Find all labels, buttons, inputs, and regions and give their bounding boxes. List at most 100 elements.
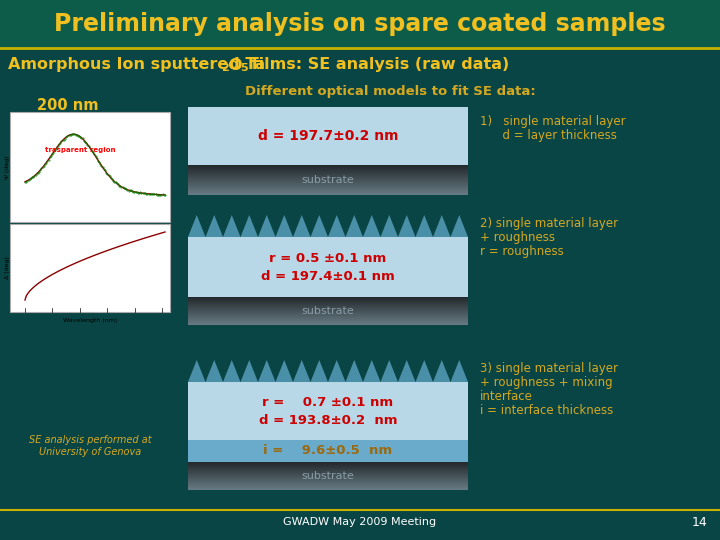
FancyBboxPatch shape bbox=[10, 112, 170, 222]
FancyBboxPatch shape bbox=[188, 175, 468, 176]
Polygon shape bbox=[346, 215, 363, 237]
Polygon shape bbox=[363, 360, 380, 382]
Text: r = 0.5 ±0.1 nm: r = 0.5 ±0.1 nm bbox=[269, 253, 387, 266]
Text: d = 197.4±0.1 nm: d = 197.4±0.1 nm bbox=[261, 271, 395, 284]
FancyBboxPatch shape bbox=[188, 473, 468, 474]
FancyBboxPatch shape bbox=[188, 183, 468, 184]
Text: substrate: substrate bbox=[302, 175, 354, 185]
Polygon shape bbox=[415, 360, 433, 382]
FancyBboxPatch shape bbox=[188, 469, 468, 470]
Text: GWADW May 2009 Meeting: GWADW May 2009 Meeting bbox=[284, 517, 436, 527]
FancyBboxPatch shape bbox=[188, 303, 468, 304]
Text: substrate: substrate bbox=[302, 306, 354, 316]
FancyBboxPatch shape bbox=[188, 313, 468, 314]
FancyBboxPatch shape bbox=[188, 471, 468, 472]
Polygon shape bbox=[310, 215, 328, 237]
Polygon shape bbox=[415, 215, 433, 237]
FancyBboxPatch shape bbox=[188, 173, 468, 174]
FancyBboxPatch shape bbox=[188, 480, 468, 481]
Polygon shape bbox=[433, 215, 451, 237]
Polygon shape bbox=[398, 360, 415, 382]
FancyBboxPatch shape bbox=[188, 481, 468, 482]
FancyBboxPatch shape bbox=[188, 298, 468, 299]
FancyBboxPatch shape bbox=[188, 171, 468, 172]
Text: interface: interface bbox=[480, 390, 533, 403]
FancyBboxPatch shape bbox=[188, 237, 468, 297]
FancyBboxPatch shape bbox=[188, 168, 468, 169]
Text: 2: 2 bbox=[221, 63, 229, 73]
FancyBboxPatch shape bbox=[188, 316, 468, 317]
FancyBboxPatch shape bbox=[188, 309, 468, 310]
Text: d = 193.8±0.2  nm: d = 193.8±0.2 nm bbox=[258, 415, 397, 428]
Polygon shape bbox=[328, 215, 346, 237]
FancyBboxPatch shape bbox=[188, 464, 468, 465]
FancyBboxPatch shape bbox=[188, 322, 468, 323]
Text: Preliminary analysis on spare coated samples: Preliminary analysis on spare coated sam… bbox=[54, 12, 666, 36]
FancyBboxPatch shape bbox=[188, 176, 468, 177]
FancyBboxPatch shape bbox=[188, 302, 468, 303]
Text: + roughness + mixing: + roughness + mixing bbox=[480, 376, 613, 389]
Polygon shape bbox=[223, 215, 240, 237]
FancyBboxPatch shape bbox=[188, 189, 468, 190]
FancyBboxPatch shape bbox=[188, 317, 468, 318]
FancyBboxPatch shape bbox=[188, 475, 468, 476]
FancyBboxPatch shape bbox=[188, 194, 468, 195]
Text: 5: 5 bbox=[240, 63, 248, 73]
Polygon shape bbox=[451, 215, 468, 237]
FancyBboxPatch shape bbox=[188, 186, 468, 187]
Text: + roughness: + roughness bbox=[480, 231, 555, 244]
Text: 14: 14 bbox=[692, 516, 708, 529]
FancyBboxPatch shape bbox=[188, 174, 468, 175]
FancyBboxPatch shape bbox=[188, 177, 468, 178]
Text: i = interface thickness: i = interface thickness bbox=[480, 404, 613, 417]
Text: i =    9.6±0.5  nm: i = 9.6±0.5 nm bbox=[264, 444, 392, 457]
Text: 200 nm: 200 nm bbox=[37, 98, 99, 112]
FancyBboxPatch shape bbox=[188, 180, 468, 181]
FancyBboxPatch shape bbox=[188, 315, 468, 316]
FancyBboxPatch shape bbox=[188, 319, 468, 320]
FancyBboxPatch shape bbox=[0, 0, 720, 48]
FancyBboxPatch shape bbox=[188, 324, 468, 325]
FancyBboxPatch shape bbox=[188, 479, 468, 480]
FancyBboxPatch shape bbox=[188, 308, 468, 309]
FancyBboxPatch shape bbox=[188, 297, 468, 298]
FancyBboxPatch shape bbox=[188, 301, 468, 302]
FancyBboxPatch shape bbox=[188, 311, 468, 312]
FancyBboxPatch shape bbox=[188, 477, 468, 478]
FancyBboxPatch shape bbox=[188, 179, 468, 180]
Polygon shape bbox=[328, 360, 346, 382]
FancyBboxPatch shape bbox=[188, 178, 468, 179]
FancyBboxPatch shape bbox=[188, 489, 468, 490]
FancyBboxPatch shape bbox=[188, 306, 468, 307]
Text: Wavelength (nm): Wavelength (nm) bbox=[63, 318, 117, 323]
FancyBboxPatch shape bbox=[188, 463, 468, 464]
FancyBboxPatch shape bbox=[188, 193, 468, 194]
Polygon shape bbox=[188, 360, 205, 382]
FancyBboxPatch shape bbox=[188, 472, 468, 473]
FancyBboxPatch shape bbox=[188, 188, 468, 189]
Polygon shape bbox=[433, 360, 451, 382]
FancyBboxPatch shape bbox=[188, 470, 468, 471]
Polygon shape bbox=[205, 215, 223, 237]
FancyBboxPatch shape bbox=[188, 107, 468, 165]
Text: SE analysis performed at
University of Genova: SE analysis performed at University of G… bbox=[29, 435, 151, 457]
Polygon shape bbox=[293, 360, 310, 382]
Polygon shape bbox=[276, 215, 293, 237]
FancyBboxPatch shape bbox=[188, 310, 468, 311]
Text: d = 197.7±0.2 nm: d = 197.7±0.2 nm bbox=[258, 129, 398, 143]
FancyBboxPatch shape bbox=[188, 170, 468, 171]
FancyBboxPatch shape bbox=[188, 318, 468, 319]
FancyBboxPatch shape bbox=[188, 172, 468, 173]
FancyBboxPatch shape bbox=[188, 182, 468, 183]
Text: films: SE analysis (raw data): films: SE analysis (raw data) bbox=[246, 57, 509, 72]
Text: O: O bbox=[228, 57, 241, 72]
Text: trasparent region: trasparent region bbox=[45, 147, 115, 153]
FancyBboxPatch shape bbox=[188, 190, 468, 191]
FancyBboxPatch shape bbox=[188, 467, 468, 468]
FancyBboxPatch shape bbox=[188, 166, 468, 167]
FancyBboxPatch shape bbox=[188, 184, 468, 185]
Polygon shape bbox=[310, 360, 328, 382]
FancyBboxPatch shape bbox=[188, 465, 468, 466]
FancyBboxPatch shape bbox=[188, 482, 468, 483]
Text: Amorphous Ion sputtered Ta: Amorphous Ion sputtered Ta bbox=[8, 57, 265, 72]
